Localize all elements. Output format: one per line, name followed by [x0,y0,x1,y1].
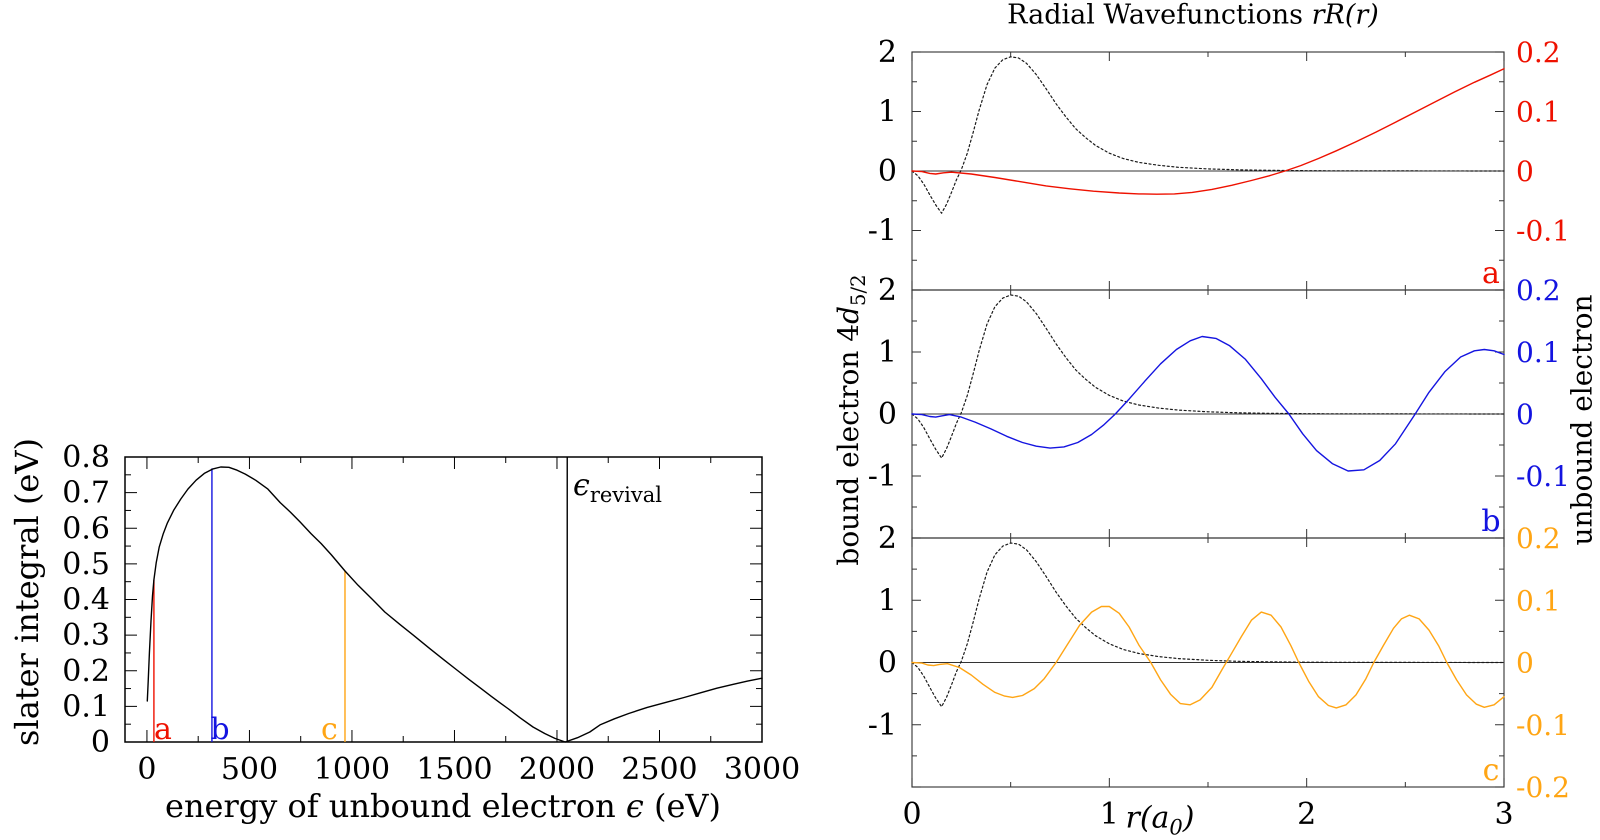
a0-subscript: 0 [1169,815,1183,840]
d-subscript: 5/2 [846,274,870,306]
left-y-tick-label: 2 [878,273,897,308]
left-chart-x-axis-label: energy of unbound electron ϵ (eV) [165,787,721,825]
y-tick-label: 0.6 [62,511,110,546]
left-y-tick-label: 0 [878,646,897,681]
left-y-tick-label: 0 [878,154,897,189]
unbound-electron-curve-a [911,68,1505,195]
revival-subscript: revival [589,483,662,507]
right-y-tick-label: 0.2 [1516,274,1561,307]
x-tick-label: 1000 [314,752,390,787]
panel-label-b: b [1481,504,1500,539]
x-tick-label: 0 [902,797,921,832]
revival-annotation: ϵrevival [573,468,662,507]
y-tick-label: 0.5 [62,547,110,582]
x-tick-label: 3 [1494,797,1513,832]
bound-electron-curve-b [911,294,1505,459]
y-tick-label: 0.4 [62,583,110,618]
slater-integral-curve [146,466,763,743]
right-y-tick-label: 0.2 [1516,36,1561,69]
paren-close: ) [1182,800,1195,836]
bound-label-text: bound electron 4 [832,323,866,566]
right-y-tick-label: -0.1 [1516,709,1570,742]
left-y-tick-label: -1 [868,459,897,494]
x-tick-label: 2500 [621,752,697,787]
right-chart-left-y-axis-label: bound electron 4d5/2 [832,274,870,565]
bound-electron-curve-c [911,542,1505,708]
y-tick-label: 0 [91,725,110,760]
y-tick-label: 0.3 [62,618,110,653]
title-text: Radial Wavefunctions [1007,0,1312,31]
right-y-tick-label: -0.2 [1516,771,1570,804]
unbound-electron-curve-c [911,605,1505,709]
left-y-tick-label: 2 [878,35,897,70]
x-tick-label: 1500 [416,752,492,787]
right-y-tick-label: 0 [1516,155,1534,188]
left-plot-border [124,456,763,743]
y-tick-label: 0.1 [62,689,110,724]
right-y-tick-label: -0.1 [1516,460,1570,493]
x-label-unit: (eV) [643,787,721,825]
marker-label-b: b [210,712,229,747]
panel-label-c: c [1483,753,1500,788]
y-tick-label: 0.7 [62,476,110,511]
x-tick-label: 500 [221,752,278,787]
left-y-tick-label: 1 [878,95,897,130]
x-tick-label: 0 [137,752,156,787]
x-tick-label: 3000 [724,752,800,787]
r-symbol: r(a [1125,800,1170,836]
title-math: rR(r) [1311,0,1379,31]
left-y-tick-label: 0 [878,397,897,432]
left-y-tick-label: -1 [868,708,897,743]
y-tick-label: 0.2 [62,654,110,689]
unbound-electron-curve-b [911,335,1505,472]
x-tick-label: 2 [1297,797,1316,832]
right-chart-right-y-axis-label: unbound electron [1565,294,1599,546]
bound-electron-curve-a [911,56,1505,214]
right-chart-x-axis-label: r(a0) [1125,801,1194,840]
marker-label-c: c [321,712,338,747]
x-label-text: energy of unbound electron [165,787,626,825]
right-y-tick-label: 0.1 [1516,584,1561,617]
left-y-tick-label: 1 [878,583,897,618]
right-y-tick-label: 0.1 [1516,96,1561,129]
x-tick-label: 1 [1100,797,1119,832]
right-y-tick-label: -0.1 [1516,215,1570,248]
epsilon-symbol: ϵ [625,787,644,825]
d-symbol: d [832,305,866,324]
right-y-tick-label: 0.2 [1516,522,1561,555]
left-chart-y-axis-label: slater integral (eV) [8,438,46,746]
left-y-tick-label: 1 [878,335,897,370]
panel-label-a: a [1482,256,1500,291]
right-chart-title: Radial Wavefunctions rR(r) [1007,0,1379,31]
right-y-tick-label: 0 [1516,647,1534,680]
left-y-tick-label: -1 [868,214,897,249]
left-y-tick-label: 2 [878,521,897,556]
y-tick-label: 0.8 [62,440,110,475]
marker-label-a: a [154,712,172,747]
x-tick-label: 2000 [519,752,595,787]
right-y-tick-label: 0.1 [1516,336,1561,369]
epsilon-symbol: ϵ [573,468,590,503]
right-y-tick-label: 0 [1516,398,1534,431]
